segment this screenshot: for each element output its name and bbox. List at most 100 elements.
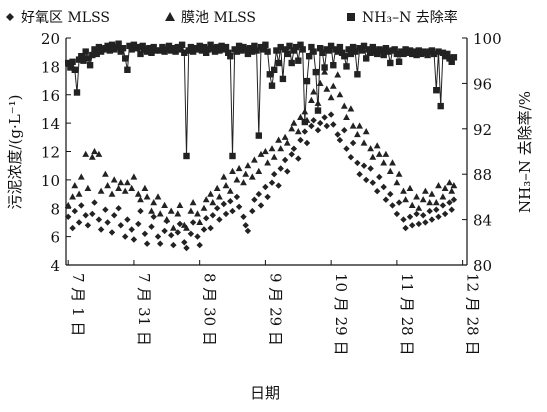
aerobic-point [257,202,265,209]
removal-point [89,51,96,59]
membrane-point [102,170,109,177]
aerobic-point [95,216,103,223]
aerobic-point [216,216,223,223]
membrane-point [277,145,285,152]
y-axis-label-left: 污泥浓度/(g·L⁻¹) [6,94,24,209]
aerobic-point [334,131,341,138]
aerobic-point [148,223,155,230]
removal-point [128,46,135,53]
removal-point [345,46,352,53]
aerobic-point [262,183,269,191]
removal-point [317,45,324,52]
x-tick-label: 11 月 28 日 [398,273,416,355]
aerobic-point [420,212,427,219]
removal-point [104,42,111,50]
removal-point [288,59,295,67]
membrane-point [233,176,241,183]
aerobic-point [157,240,164,247]
membrane-point [347,105,355,112]
removal-point [255,132,262,139]
membrane-point [354,130,361,138]
membrane-point [432,199,440,206]
membrane-point [441,184,449,191]
removal-point [73,89,81,96]
membrane-point [349,122,357,129]
removal-point [402,46,409,53]
removal-point [264,48,271,55]
removal-point [227,53,234,60]
aerobic-point [220,200,227,208]
removal-point [183,152,190,160]
removal-point [222,43,230,51]
aerobic-point [196,241,203,249]
aerobic-point [395,199,403,206]
removal-point [124,66,131,73]
aerobic-point [104,219,111,226]
removal-point [209,45,216,52]
removal-point [292,43,300,51]
membrane-point [283,139,291,146]
membrane-point [240,179,247,186]
membrane-point [268,145,276,152]
legend-label-removal: NH₃–N 去除率 [362,9,458,26]
removal-point [273,47,280,54]
aerobic-point [393,210,401,218]
membrane-point [167,207,175,214]
aerobic-point [240,213,247,220]
x-ticks: 7 月 1 日 7 月 31 日 8 月 30 日 9 月 29 日 10 月 29 日… [67,260,482,355]
removal-point [334,48,341,55]
legend-label-membrane: 膜池 MLSS [181,10,256,26]
legend-marker-square [347,13,355,21]
removal-point [214,43,221,51]
aerobic-point [275,182,282,189]
removal-point [290,47,298,54]
removal-point [286,42,293,50]
membrane-point [288,125,296,132]
membrane-point [290,119,298,126]
membrane-point [362,128,370,135]
legend-label-aerobic: 好氧区 MLSS [21,10,110,26]
aerobic-point [137,207,144,215]
left-y-tick-label: 10 [41,172,60,190]
membrane-point [275,136,282,143]
removal-point [229,152,236,160]
removal-point [424,51,431,59]
removal-point [369,43,376,51]
aerobic-point [222,210,230,218]
aerobic-point [317,119,324,127]
removal-point [400,50,407,58]
right-y-tick-label: 84 [473,212,492,230]
removal-point [225,49,232,56]
removal-point [360,42,368,50]
aerobic-point [229,207,236,215]
membrane-point [294,128,302,135]
aerobic-point [281,156,289,164]
membrane-point [428,190,436,197]
right-y-tick-label: 88 [473,166,492,184]
removal-point [299,46,306,53]
membrane-point [408,201,416,208]
membrane-point [143,193,151,200]
aerobic-point [321,114,328,121]
membrane-point [329,82,337,89]
membrane-point [321,68,328,75]
left-y-tick-label: 14 [41,115,60,133]
removal-point [437,102,444,110]
aerobic-point [271,171,278,178]
removal-point [207,41,214,48]
removal-point [189,48,197,55]
aerobic-point [203,215,210,222]
aerobic-point [428,216,436,223]
aerobic-point [327,111,335,118]
x-tick-label: 7 月 1 日 [69,273,87,336]
right-y-tick-label: 80 [473,257,492,275]
membrane-point [137,196,144,203]
removal-point [119,45,127,52]
membrane-point [327,94,335,101]
removal-point [338,49,346,56]
removal-point [358,47,365,54]
aerobic-point [82,212,89,219]
removal-point [336,43,344,51]
removal-point [312,68,319,76]
membrane-point [373,142,381,149]
